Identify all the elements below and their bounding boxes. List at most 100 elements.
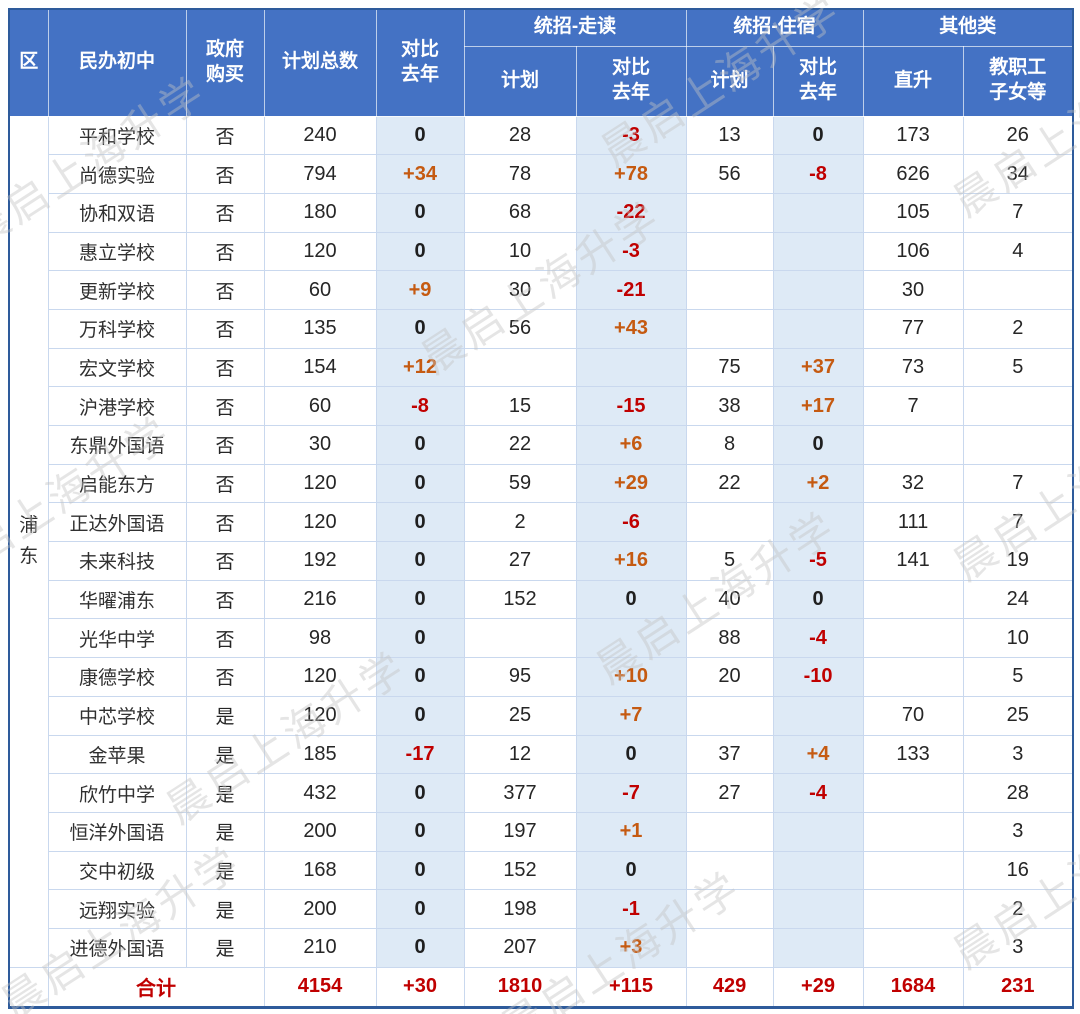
gov-purchase-cell: 否 [185,618,265,659]
school-row: 东鼎外国语 否 30 0 22 +6 8 0 [9,425,1074,465]
boarding-plan-cell: 5 [685,541,774,581]
col-header-direct-promotion: 直升 [862,45,964,117]
direct-cell [862,657,964,697]
school-name-cell: 华曜浦东 [47,579,187,620]
total-yoy-cell: +12 [375,347,465,388]
direct-cell: 133 [862,734,964,775]
staff-cell [962,386,1074,426]
gov-purchase-cell: 否 [185,657,265,697]
total-yoy-cell: 0 [375,192,465,233]
staff-cell: 10 [962,618,1074,659]
school-row: 万科学校 否 135 0 56 +43 77 2 [9,308,1074,349]
staff-cell: 3 [962,811,1074,852]
boarding-plan-cell: 56 [685,154,774,194]
boarding-yoy-cell [772,270,864,310]
school-name-cell: 惠立学校 [47,231,187,272]
direct-cell: 173 [862,115,964,156]
totals-staff-children: 231 [962,966,1074,1008]
school-name-cell: 尚德实验 [47,154,187,194]
school-row: 华曜浦东 否 216 0 152 0 40 0 24 [9,579,1074,620]
school-name-cell: 远翔实验 [47,889,187,929]
direct-cell: 106 [862,231,964,272]
school-name-cell: 更新学校 [47,270,187,310]
total-yoy-cell: 0 [375,502,465,543]
gov-purchase-cell: 是 [185,850,265,891]
boarding-yoy-cell: -8 [772,154,864,194]
day-yoy-cell: +3 [575,927,687,968]
col-header-gov-purchase: 政府 购买 [185,8,265,117]
total-plan-cell: 168 [263,850,377,891]
day-plan-cell: 78 [463,154,577,194]
day-yoy-cell: +10 [575,657,687,697]
total-plan-cell: 120 [263,695,377,736]
col-header-staff-children: 教职工 子女等 [962,45,1074,117]
col-header-total-plan: 计划总数 [263,8,377,117]
day-plan-cell: 207 [463,927,577,968]
school-name-cell: 进德外国语 [47,927,187,968]
school-name-cell: 启能东方 [47,463,187,504]
totals-boarding-plan: 429 [685,966,774,1008]
gov-purchase-cell: 是 [185,889,265,929]
boarding-yoy-cell [772,850,864,891]
direct-cell: 7 [862,386,964,426]
totals-total-yoy: +30 [375,966,465,1008]
school-name-cell: 交中初级 [47,850,187,891]
table-body: 浦东 平和学校 否 240 0 28 -3 13 0 173 26 尚德实验 否 … [8,115,1074,968]
totals-day-yoy: +115 [575,966,687,1008]
boarding-plan-cell: 38 [685,386,774,426]
header-group-row: 区 民办初中 政府 购买 计划总数 对比 去年 统招-走读 统招-住宿 其他类 [8,8,1074,117]
boarding-plan-cell [685,502,774,543]
total-plan-cell: 120 [263,657,377,697]
direct-cell [862,889,964,929]
school-name-cell: 光华中学 [47,618,187,659]
gov-purchase-cell: 否 [185,231,265,272]
day-yoy-cell: -21 [575,270,687,310]
boarding-yoy-cell: 0 [772,425,864,465]
total-yoy-cell: +9 [375,270,465,310]
gov-purchase-cell: 否 [185,425,265,465]
header-sub-row: 计划 对比 去年 计划 对比 去年 直升 教职工 子女等 [9,45,1074,117]
boarding-plan-cell [685,695,774,736]
total-yoy-cell: 0 [375,695,465,736]
total-plan-cell: 180 [263,192,377,233]
day-plan-cell: 12 [463,734,577,775]
day-yoy-cell: 0 [575,734,687,775]
day-yoy-cell: 0 [575,579,687,620]
school-row: 欣竹中学 是 432 0 377 -7 27 -4 28 [9,773,1074,813]
school-name-cell: 康德学校 [47,657,187,697]
boarding-yoy-cell: +4 [772,734,864,775]
school-name-cell: 中芯学校 [47,695,187,736]
day-yoy-cell: 0 [575,850,687,891]
school-name-cell: 未来科技 [47,541,187,581]
gov-purchase-cell: 是 [185,927,265,968]
boarding-plan-cell [685,811,774,852]
day-plan-cell: 30 [463,270,577,310]
gov-purchase-cell: 否 [185,463,265,504]
enrollment-plan-table: 区 民办初中 政府 购买 计划总数 对比 去年 统招-走读 统招-住宿 其他类 … [8,8,1075,1009]
school-name-cell: 协和双语 [47,192,187,233]
region-cell: 浦东 [8,115,49,968]
gov-purchase-cell: 否 [185,579,265,620]
direct-cell: 70 [862,695,964,736]
day-yoy-cell: +43 [575,308,687,349]
total-yoy-cell: 0 [375,811,465,852]
school-name-cell: 恒洋外国语 [47,811,187,852]
day-yoy-cell: -22 [575,192,687,233]
col-header-boarding-plan: 计划 [685,45,774,117]
total-yoy-cell: 0 [375,618,465,659]
total-plan-cell: 120 [263,502,377,543]
day-plan-cell: 22 [463,425,577,465]
total-yoy-cell: 0 [375,850,465,891]
day-yoy-cell: -15 [575,386,687,426]
school-row: 更新学校 否 60 +9 30 -21 30 [9,270,1074,310]
gov-purchase-cell: 否 [185,270,265,310]
day-plan-cell: 377 [463,773,577,813]
boarding-plan-cell [685,270,774,310]
boarding-plan-cell: 37 [685,734,774,775]
col-header-school: 民办初中 [47,8,187,117]
col-group-boarding: 统招-住宿 [685,8,864,47]
day-yoy-cell: +29 [575,463,687,504]
staff-cell: 2 [962,308,1074,349]
school-name-cell: 东鼎外国语 [47,425,187,465]
